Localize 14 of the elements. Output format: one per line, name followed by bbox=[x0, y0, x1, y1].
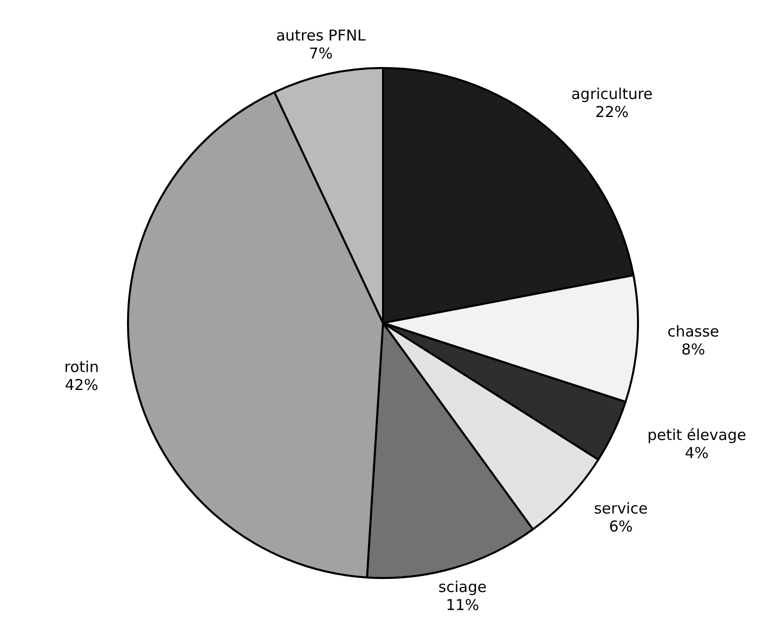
data-label: 6% bbox=[608, 518, 633, 536]
data-label: 8% bbox=[681, 340, 706, 358]
data-label: 4% bbox=[684, 444, 709, 462]
slice-label: rotin bbox=[64, 358, 99, 376]
data-label: 42% bbox=[64, 376, 98, 394]
data-label: 7% bbox=[308, 44, 333, 62]
data-label: 22% bbox=[595, 102, 629, 121]
slice-label: agriculture bbox=[571, 84, 653, 103]
slice-label: chasse bbox=[667, 322, 720, 340]
slice-label: service bbox=[594, 500, 648, 518]
slice-label: autres PFNL bbox=[276, 26, 366, 44]
data-label: 11% bbox=[446, 596, 480, 614]
slice-label: petit élevage bbox=[647, 426, 746, 444]
slice-label: sciage bbox=[438, 578, 487, 596]
